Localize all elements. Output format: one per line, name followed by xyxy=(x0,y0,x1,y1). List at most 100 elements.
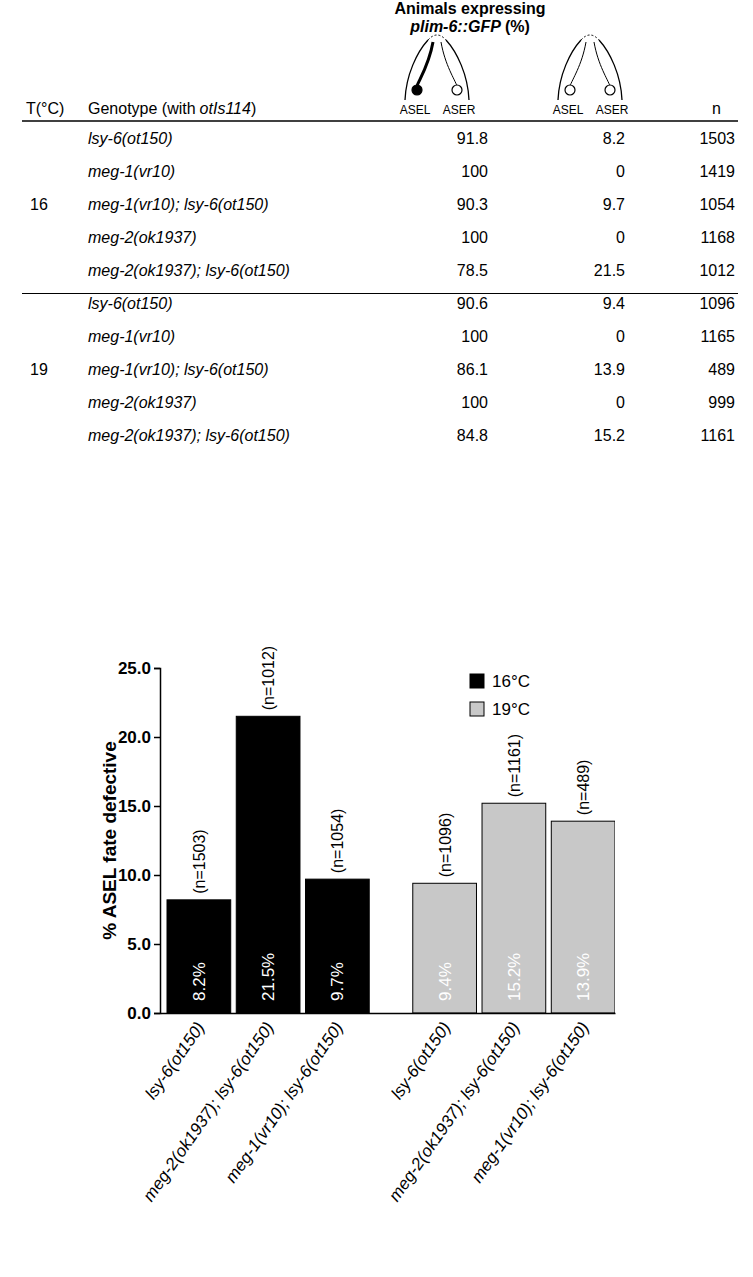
value-cell: 0 xyxy=(616,394,625,411)
data-label: 15.2% xyxy=(505,953,524,1001)
neuron-icon xyxy=(558,35,622,100)
legend: 16°C19°C xyxy=(470,672,530,719)
value-cell: 13.9 xyxy=(594,361,625,378)
x-tick: lsy-6(ot150) xyxy=(142,1013,209,1103)
bar xyxy=(167,900,231,1013)
n-cell: 1012 xyxy=(699,262,735,279)
x-axis: lsy-6(ot150)meg-2(ok1937); lsy-6(ot150)m… xyxy=(139,1013,615,1205)
value-cell: 0 xyxy=(616,163,625,180)
column-header: T(°C) xyxy=(26,100,64,117)
y-tick-mark xyxy=(154,944,160,946)
y-tick: 15.0 xyxy=(118,797,160,816)
icon-process xyxy=(441,42,457,86)
genotype-cell: meg-2(ok1937) xyxy=(88,394,197,411)
table-title-part: (%) xyxy=(505,18,530,35)
value-cell: 90.3 xyxy=(457,196,488,213)
value-cell: 9.4 xyxy=(603,295,625,312)
figure-svg: Animals expressingplim-6::GFP(%)T(°C)Gen… xyxy=(0,0,753,1277)
value-cell: 9.7 xyxy=(603,196,625,213)
value-cell: 100 xyxy=(461,394,488,411)
y-tick: 10.0 xyxy=(118,866,160,885)
y-tick-label: 15.0 xyxy=(118,797,151,816)
y-tick-mark xyxy=(154,1013,160,1015)
column-header-part: otIs114 xyxy=(200,100,251,117)
n-cell: 1161 xyxy=(701,427,736,444)
x-tick-label: meg-1(vr10); lsy-6(ot150) xyxy=(467,1018,593,1186)
n-cell: 1168 xyxy=(701,229,736,246)
icon-tip xyxy=(428,35,446,40)
y-tick: 0.0 xyxy=(127,1004,160,1023)
y-axis: 0.05.010.015.020.025.0 xyxy=(118,659,161,1023)
group-rule xyxy=(22,293,738,294)
legend-swatch xyxy=(470,674,484,688)
figure: Animals expressingplim-6::GFP(%)T(°C)Gen… xyxy=(0,0,753,1277)
y-tick: 25.0 xyxy=(118,659,160,678)
x-axis-line xyxy=(161,1013,616,1015)
n-annotation: (n=1161) xyxy=(506,734,523,797)
value-cell: 0 xyxy=(616,229,625,246)
n-annotation: (n=1503) xyxy=(191,829,208,894)
value-cell: 0 xyxy=(616,328,625,345)
icon-neuron xyxy=(452,85,462,95)
n-cell: 1096 xyxy=(699,295,735,312)
y-tick-label: 25.0 xyxy=(118,659,151,678)
genotype-cell: lsy-6(ot150) xyxy=(88,295,172,312)
y-tick-mark xyxy=(154,875,160,877)
n-annotation: (n=489) xyxy=(575,760,592,816)
column-header: Genotype (withotIs114) xyxy=(88,100,256,117)
genotype-cell: meg-2(ok1937) xyxy=(88,229,197,246)
x-tick: meg-1(vr10); lsy-6(ot150) xyxy=(222,1013,348,1186)
icon-process xyxy=(570,42,586,86)
genotype-cell: meg-2(ok1937); lsy-6(ot150) xyxy=(88,262,290,279)
y-axis-title: % ASEL fate defective xyxy=(99,741,120,940)
value-cell: 8.2 xyxy=(603,130,625,147)
n-annotation: (n=1096) xyxy=(437,813,454,878)
icon-label: ASER xyxy=(443,103,476,117)
chart: 8.2%(n=1503)21.5%(n=1012)9.7%(n=1054)9.4… xyxy=(99,646,616,1205)
value-cell: 78.5 xyxy=(457,262,488,279)
genotype-cell: meg-1(vr10); lsy-6(ot150) xyxy=(88,361,269,378)
x-tick: lsy-6(ot150) xyxy=(387,1013,454,1103)
value-cell: 21.5 xyxy=(594,262,625,279)
bar-labels: 8.2%(n=1503)21.5%(n=1012)9.7%(n=1054)9.4… xyxy=(190,646,593,1001)
icon-tip xyxy=(581,35,599,40)
x-tick-label: lsy-6(ot150) xyxy=(387,1018,454,1102)
genotype-cell: meg-2(ok1937); lsy-6(ot150) xyxy=(88,427,290,444)
value-cell: 91.8 xyxy=(457,130,488,147)
value-cell: 15.2 xyxy=(594,427,625,444)
y-tick-mark xyxy=(154,737,160,739)
x-tick-label: lsy-6(ot150) xyxy=(142,1018,209,1102)
genotype-cell: lsy-6(ot150) xyxy=(88,130,172,147)
genotype-cell: meg-1(vr10); lsy-6(ot150) xyxy=(88,196,269,213)
icon-process xyxy=(594,42,610,86)
n-cell: 489 xyxy=(708,361,735,378)
x-tick: meg-1(vr10); lsy-6(ot150) xyxy=(467,1013,593,1186)
genotype-cell: meg-1(vr10) xyxy=(88,328,175,345)
table-title-part: plim-6::GFP xyxy=(409,18,501,35)
temperature-cell: 19 xyxy=(30,361,48,378)
y-tick: 20.0 xyxy=(118,728,160,747)
data-label: 9.4% xyxy=(436,962,455,1001)
bar xyxy=(306,879,370,1013)
icon-label: ASEL xyxy=(400,103,431,117)
y-tick-label: 20.0 xyxy=(118,728,151,747)
bar xyxy=(413,883,477,1013)
icon-label: ASER xyxy=(596,103,629,117)
y-tick-label: 0.0 xyxy=(127,1004,151,1023)
value-cell: 100 xyxy=(461,163,488,180)
table-title-line: plim-6::GFP(%) xyxy=(409,18,530,35)
x-tick: meg-2(ok1937); lsy-6(ot150) xyxy=(385,1013,524,1205)
bar xyxy=(482,803,546,1013)
value-cell: 100 xyxy=(461,328,488,345)
data-label: 9.7% xyxy=(328,962,347,1001)
data-label: 21.5% xyxy=(259,953,278,1001)
x-tick-label: meg-1(vr10); lsy-6(ot150) xyxy=(222,1018,348,1186)
y-axis-line xyxy=(154,669,161,1014)
n-cell: 1503 xyxy=(699,130,735,147)
icon-neuron xyxy=(605,85,615,95)
neuron-icon xyxy=(405,35,469,100)
legend-entry: 16°C xyxy=(470,672,530,691)
header-rule xyxy=(22,120,738,122)
n-cell: 1419 xyxy=(699,163,735,180)
y-tick-mark xyxy=(154,806,160,808)
